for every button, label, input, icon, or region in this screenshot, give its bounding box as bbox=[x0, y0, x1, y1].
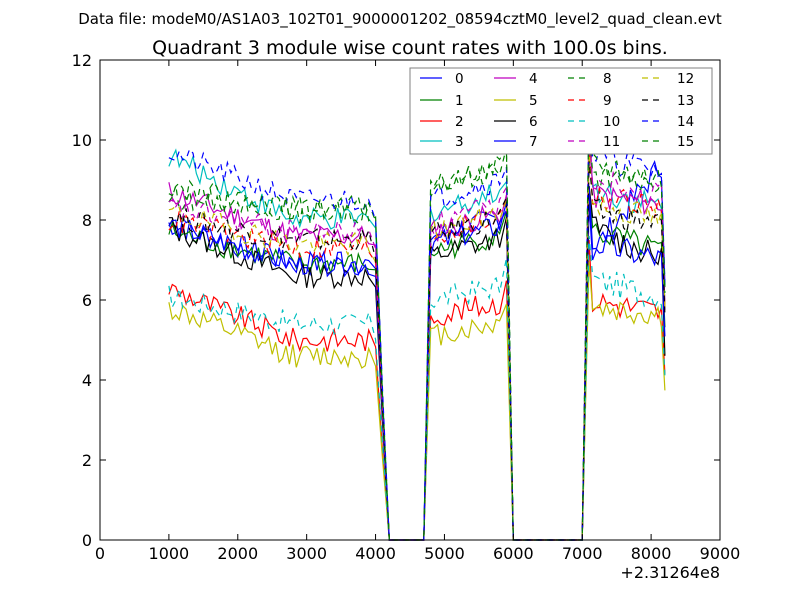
y-tick-label: 4 bbox=[82, 371, 92, 390]
x-tick-label: 7000 bbox=[562, 544, 603, 563]
legend-label-8: 8 bbox=[603, 71, 612, 87]
series-line-10 bbox=[168, 235, 666, 541]
series-line-2 bbox=[168, 239, 666, 541]
x-tick-label: 8000 bbox=[631, 544, 672, 563]
y-tick-label: 12 bbox=[72, 51, 92, 70]
series-line-5 bbox=[168, 261, 666, 541]
legend-label-3: 3 bbox=[455, 134, 464, 150]
x-tick-label: 3000 bbox=[286, 544, 327, 563]
x-tick-label: 4000 bbox=[355, 544, 396, 563]
legend-label-2: 2 bbox=[455, 114, 464, 130]
legend-label-13: 13 bbox=[677, 93, 694, 109]
legend-label-11: 11 bbox=[603, 134, 620, 150]
legend-label-12: 12 bbox=[677, 71, 694, 87]
chart-title: Quadrant 3 module wise count rates with … bbox=[152, 37, 668, 59]
x-tick-label: 9000 bbox=[700, 544, 741, 563]
series-line-11 bbox=[168, 116, 666, 541]
legend-label-10: 10 bbox=[603, 114, 620, 130]
series-line-7 bbox=[168, 186, 666, 541]
suptitle: Data file: modeM0/AS1A03_102T01_90000012… bbox=[78, 10, 722, 29]
legend-label-4: 4 bbox=[529, 71, 538, 87]
legend-label-0: 0 bbox=[455, 71, 464, 87]
legend-box bbox=[409, 67, 713, 155]
series-line-4 bbox=[168, 144, 666, 541]
x-tick-label: 0 bbox=[95, 544, 105, 563]
legend-label-14: 14 bbox=[677, 114, 694, 130]
y-tick-label: 2 bbox=[82, 451, 92, 470]
legend-label-1: 1 bbox=[455, 93, 464, 109]
series-line-15 bbox=[168, 102, 666, 541]
legend-label-15: 15 bbox=[677, 134, 694, 150]
x-offset-label: +2.31264e8 bbox=[620, 563, 720, 582]
x-tick-label: 1000 bbox=[149, 544, 190, 563]
y-tick-label: 0 bbox=[82, 531, 92, 550]
series-layer bbox=[168, 102, 666, 541]
series-line-12 bbox=[168, 148, 666, 541]
series-line-1 bbox=[168, 187, 666, 541]
ticks-layer: 0 1000 2000 3000 4000 5000 6000 7000 8000 9000 0 2 4… bbox=[72, 51, 741, 563]
legend-label-7: 7 bbox=[529, 134, 538, 150]
x-tick-label: 5000 bbox=[424, 544, 465, 563]
series-line-6 bbox=[168, 185, 666, 541]
legend-label-9: 9 bbox=[603, 93, 612, 109]
series-line-13 bbox=[168, 161, 666, 541]
legend-label-5: 5 bbox=[529, 93, 538, 109]
x-tick-label: 6000 bbox=[493, 544, 534, 563]
y-tick-label: 6 bbox=[82, 291, 92, 310]
y-tick-label: 8 bbox=[82, 211, 92, 230]
legend-label-6: 6 bbox=[529, 114, 538, 130]
x-tick-label: 2000 bbox=[217, 544, 258, 563]
y-tick-label: 10 bbox=[72, 131, 92, 150]
